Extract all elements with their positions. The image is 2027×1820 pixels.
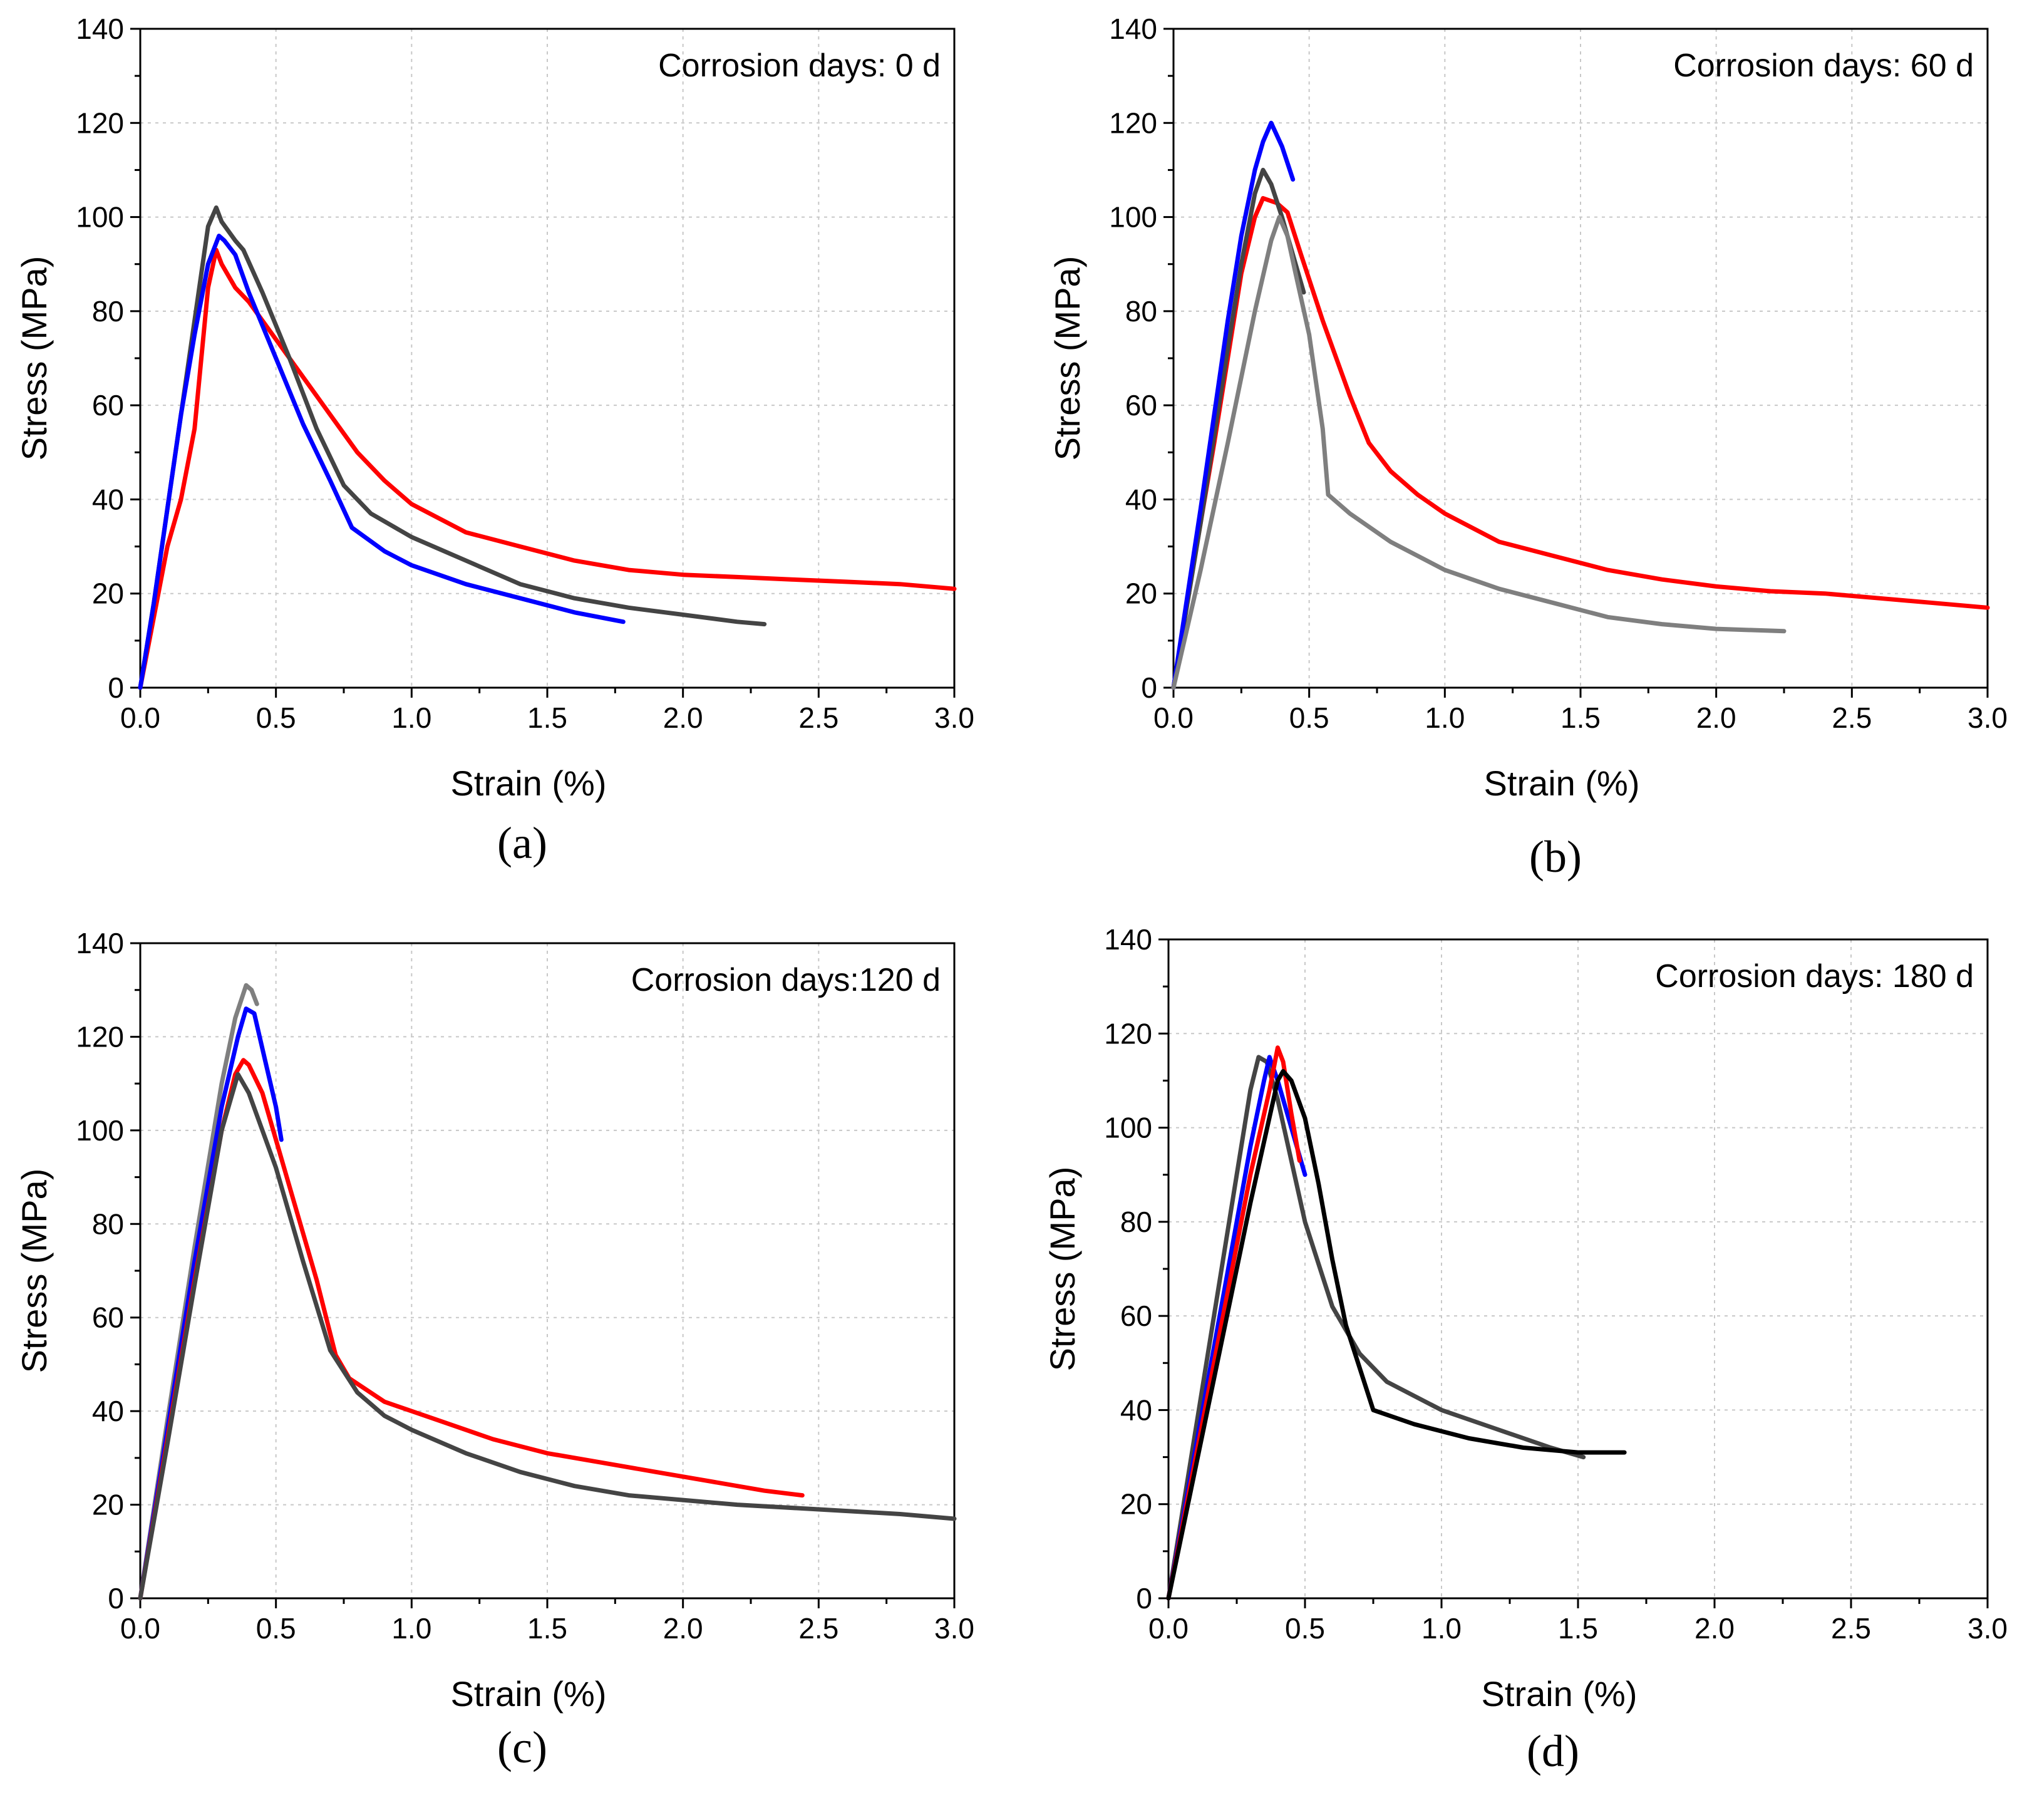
x-tick-label: 2.5 [1832,701,1872,734]
corrosion-days-annotation: Corrosion days: 60 d [1673,48,1974,84]
panel-c: 0.0 0.5 1.0 1.5 2.0 2.5 3.0 0 20 40 60 80 100 120 140 S… [14,927,974,1772]
x-tick-label: 0.5 [256,701,296,734]
y-tick-label: 100 [1109,201,1157,234]
series-line-specimen-blue [138,234,626,690]
x-tick-label: 1.5 [527,701,567,734]
series-line-specimen-red [138,1058,805,1601]
y-tick-label: 80 [1120,1206,1152,1238]
x-tick-label: 0.5 [1289,701,1329,734]
x-tick-label: 1.0 [391,701,431,734]
series-line-specimen-blue [1166,1055,1307,1601]
y-tick-label: 100 [76,201,124,234]
x-tick-label: 3.0 [934,1612,974,1645]
series-line-specimen-darkgray [1166,1055,1586,1601]
y-tick-label: 120 [1109,106,1157,139]
y-axis-label: Stress (MPa) [14,1169,54,1373]
y-axis-label: Stress (MPa) [1043,1167,1082,1372]
x-tick-label: 0.5 [256,1612,296,1645]
y-axis-label: Stress (MPa) [1048,256,1087,461]
x-tick-label: 2.0 [663,1612,703,1645]
y-tick-label: 140 [1109,13,1157,45]
y-axis-label: Stress (MPa) [14,256,54,461]
x-tick-label: 1.0 [391,1612,431,1645]
series-line-specimen-blue [1171,120,1296,690]
x-tick-label: 2.5 [1831,1612,1871,1645]
y-tick-label: 60 [1125,389,1157,421]
y-tick-label: 60 [92,389,124,421]
y-tick-label: 60 [92,1301,124,1334]
x-tick-label: 0.0 [120,701,160,734]
x-tick-label: 1.5 [527,1612,567,1645]
y-tick-label: 140 [76,13,124,45]
x-axis-label: Strain (%) [451,1674,607,1714]
panel-d: 0.0 0.5 1.0 1.5 2.0 2.5 3.0 0 20 40 60 80 100 120 140 S… [1043,923,2008,1776]
x-tick-label: 0.0 [1148,1612,1189,1645]
y-tick-label: 60 [1120,1300,1152,1332]
y-tick-label: 20 [1125,577,1157,610]
y-tick-label: 120 [76,106,124,139]
x-tick-label: 1.0 [1425,701,1465,734]
y-tick-label: 140 [76,927,124,959]
corrosion-days-annotation: Corrosion days: 0 d [658,48,941,84]
x-tick-label: 2.0 [1694,1612,1735,1645]
y-tick-label: 0 [108,671,124,704]
y-tick-label: 0 [1136,1582,1152,1615]
x-tick-label: 0.0 [1153,701,1194,734]
series-line-specimen-darkgray [138,1072,957,1601]
y-tick-label: 80 [92,295,124,328]
x-tick-label: 0.5 [1285,1612,1325,1645]
x-tick-label: 3.0 [1968,701,2008,734]
series-line-specimen-red [138,247,957,690]
x-tick-label: 2.5 [798,1612,838,1645]
panel-label: (d) [1527,1726,1579,1776]
series-line-specimen-black [1166,1068,1627,1601]
corrosion-days-annotation: Corrosion days:120 d [631,962,941,998]
y-tick-label: 0 [108,1582,124,1615]
y-tick-label: 20 [92,577,124,610]
series-line-specimen-blue [138,1006,284,1601]
y-tick-label: 20 [1120,1488,1152,1521]
y-tick-label: 40 [92,483,124,515]
panel-label: (a) [497,818,547,868]
x-tick-label: 1.0 [1421,1612,1462,1645]
panel-label: (b) [1529,832,1582,882]
x-tick-label: 3.0 [934,701,974,734]
y-tick-label: 120 [76,1020,124,1053]
panel-b: 0.0 0.5 1.0 1.5 2.0 2.5 3.0 0 20 40 60 80 100 120 140 S… [1048,13,2008,882]
x-axis-label: Strain (%) [1484,763,1640,803]
series-line-specimen-red [1166,1045,1302,1601]
y-tick-label: 100 [1104,1112,1152,1144]
panel-a: 0.0 0.5 1.0 1.5 2.0 2.5 3.0 0 20 40 60 80 100 120 140 S… [14,13,974,868]
y-tick-label: 120 [1104,1017,1152,1050]
corrosion-days-annotation: Corrosion days: 180 d [1655,958,1974,995]
x-tick-label: 1.5 [1560,701,1601,734]
x-axis-label: Strain (%) [451,763,607,803]
y-tick-label: 40 [1125,483,1157,515]
x-tick-label: 2.0 [663,701,703,734]
series-line-specimen-gray [1171,215,1787,690]
x-tick-label: 1.5 [1558,1612,1598,1645]
x-tick-label: 0.0 [120,1612,160,1645]
y-tick-label: 40 [92,1395,124,1427]
y-tick-label: 80 [92,1207,124,1240]
x-tick-label: 2.0 [1696,701,1736,734]
x-axis-label: Strain (%) [1482,1674,1638,1714]
y-tick-label: 40 [1120,1393,1152,1426]
x-tick-label: 3.0 [1968,1612,2008,1645]
y-tick-label: 140 [1104,923,1152,956]
y-tick-label: 0 [1141,671,1157,704]
series-line-specimen-darkgray [138,205,767,690]
y-tick-label: 100 [76,1114,124,1147]
panel-label: (c) [497,1722,547,1772]
y-tick-label: 80 [1125,295,1157,328]
x-tick-label: 2.5 [798,701,838,734]
y-tick-label: 20 [92,1489,124,1521]
